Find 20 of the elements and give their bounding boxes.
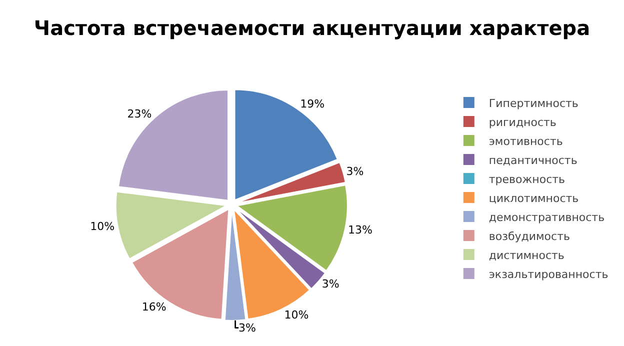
legend-label: эмотивность	[488, 134, 563, 148]
data-label: 19%	[300, 98, 325, 111]
data-label: 13%	[348, 224, 372, 237]
legend-label: тревожность	[488, 172, 566, 186]
legend-label: демонстративность	[488, 210, 605, 224]
data-label: 3%	[346, 165, 364, 178]
legend-label: Гипертимность	[488, 96, 578, 110]
legend-label: экзальтированность	[488, 268, 608, 281]
data-label: 10%	[90, 220, 115, 234]
data-label: 16%	[142, 300, 166, 314]
data-label: 3%	[322, 278, 340, 291]
data-label: 23%	[127, 107, 152, 120]
data-label: 3%	[238, 321, 256, 334]
chart-title: Частота встречаемости акцентуации характера	[34, 16, 590, 40]
legend-label: ригидность	[488, 116, 556, 129]
legend-label: дистимность	[488, 248, 564, 262]
data-label: 10%	[284, 308, 309, 322]
legend-label: возбудимость	[488, 230, 570, 243]
legend-label: циклотимность	[488, 192, 579, 205]
legend-label: педантичность	[488, 154, 578, 167]
